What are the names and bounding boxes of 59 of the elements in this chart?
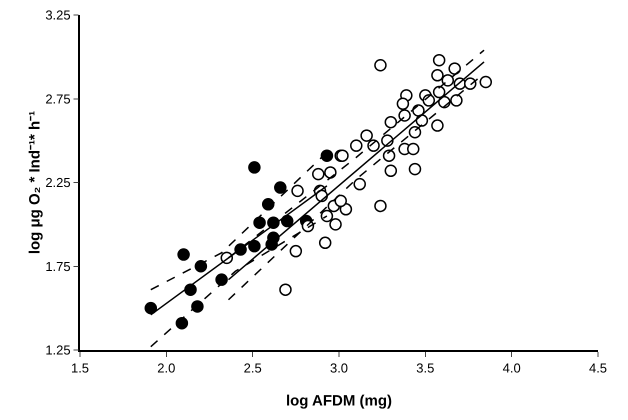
point (194, 260, 208, 272)
point (248, 161, 261, 174)
point (340, 203, 352, 216)
point (279, 283, 292, 296)
point (318, 236, 332, 250)
point (360, 129, 373, 142)
point (177, 248, 190, 261)
point (350, 139, 363, 152)
x-tick-label: 3.5 (416, 360, 434, 376)
x-tick-label: 3.0 (330, 360, 348, 376)
point (442, 74, 454, 87)
point (408, 126, 422, 138)
point (450, 94, 463, 107)
point (384, 164, 398, 178)
point (374, 59, 387, 72)
x-tick-label: 1.5 (70, 360, 90, 376)
point (312, 168, 325, 180)
point (408, 162, 422, 176)
point (274, 181, 287, 194)
y-tick-label: 2.25 (45, 175, 71, 190)
point (382, 149, 396, 162)
point (320, 149, 334, 162)
point (464, 77, 476, 90)
point (176, 316, 188, 330)
point (398, 109, 411, 122)
point (432, 54, 446, 66)
point (334, 194, 347, 208)
point (248, 240, 261, 252)
point (432, 86, 446, 98)
x-tick-label: 2.5 (244, 360, 262, 376)
point (431, 69, 444, 82)
point (320, 210, 334, 222)
point (407, 142, 420, 156)
point (448, 62, 461, 75)
point (329, 218, 342, 231)
point (291, 184, 304, 198)
point (144, 302, 158, 314)
y-axis-title: log μg O₂ * Ind⁻¹* h⁻¹ (26, 110, 44, 254)
y-tick-label: 1.25 (45, 342, 71, 358)
point (290, 244, 302, 258)
x-tick-label: 4.0 (502, 360, 521, 376)
x-tick-label: 4.5 (588, 360, 608, 376)
point (384, 116, 398, 128)
point (324, 166, 337, 179)
point (253, 216, 266, 229)
y-tick-label: 1.75 (45, 258, 71, 274)
point (396, 98, 410, 110)
point (374, 200, 387, 212)
point (215, 273, 228, 286)
point (191, 300, 204, 313)
x-axis-title: log AFDM (mg) (286, 392, 392, 410)
x-tick-label: 2.0 (157, 360, 176, 376)
point (262, 198, 274, 211)
y-tick-label: 2.75 (45, 91, 71, 106)
point (431, 119, 444, 132)
point (280, 214, 294, 228)
point (480, 76, 492, 88)
y-tick-label: 3.25 (45, 8, 71, 23)
point (353, 178, 366, 190)
